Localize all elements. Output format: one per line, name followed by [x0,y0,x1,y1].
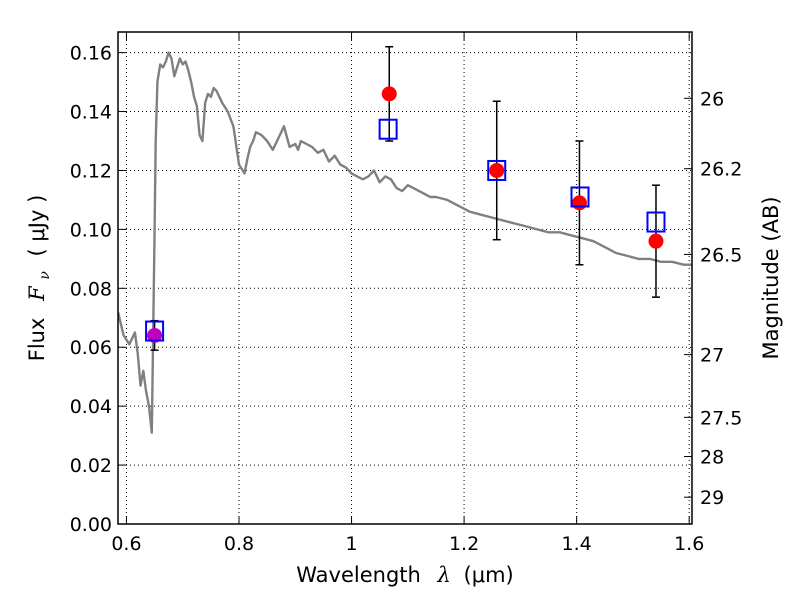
y-tick-label: 0.02 [70,455,112,477]
y2-axis-label: Magnitude (AB) [759,196,783,359]
y2-tick-label: 27.5 [700,407,742,429]
y-tick-label: 0.10 [70,219,112,241]
data-point-circle [648,233,664,249]
y-tick-label: 0.04 [70,396,112,418]
plot-area [118,45,692,434]
data-point-circle [381,86,397,102]
x-tick-label: 1.6 [674,533,704,555]
x-tick-label: 1 [345,533,357,555]
data-point-square [570,186,590,208]
y2-tick-label: 27 [700,345,724,367]
y2-tick-label: 26 [700,88,724,110]
y-tick-label: 0.12 [70,160,112,182]
data-point-square [487,159,507,181]
y2-tick-label: 28 [700,447,724,469]
axes-frame [117,31,693,525]
data-point-square [378,118,398,140]
x-tick-label: 1.2 [449,533,479,555]
x-tick-label: 0.6 [111,533,141,555]
y-axis-label: Flux F ν ( μJy ) [25,195,54,362]
y-tick-label: 0.16 [70,43,112,65]
x-tick-label: 0.8 [224,533,254,555]
y2-tick-label: 26.2 [700,159,742,181]
ticks: 0.6 0.8 1 1.2 1.4 1.6 0.00 0.02 0.04 0.06 0.08 0.10… [70,32,742,555]
x-axis-label: Wavelength λ (μm) [296,563,513,587]
data-point-circle [571,195,587,211]
data-point-circle [147,327,163,343]
y-tick-label: 0.14 [70,102,112,124]
data-point-circle [489,162,505,178]
spectrum-line [118,51,692,434]
y-tick-label: 0.00 [70,514,112,536]
y-tick-label: 0.08 [70,278,112,300]
y2-tick-label: 26.5 [700,244,742,266]
data-point-square [145,320,165,342]
y2-tick-label: 29 [700,487,724,509]
data-point-square [646,211,666,233]
x-tick-label: 1.4 [562,533,592,555]
y-tick-label: 0.06 [70,337,112,359]
